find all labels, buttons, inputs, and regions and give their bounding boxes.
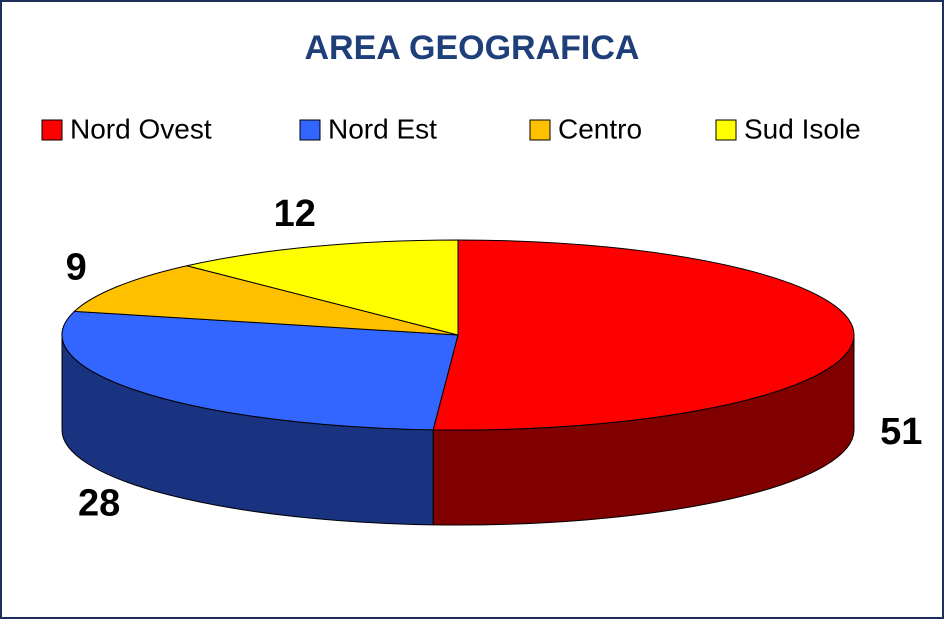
slice xyxy=(73,265,459,336)
value-label: 51 xyxy=(880,411,922,453)
value-label: 12 xyxy=(274,193,316,235)
value-label: 28 xyxy=(78,482,120,524)
legend-label: Centro xyxy=(558,113,642,144)
legend-swatch xyxy=(41,119,63,141)
legend-swatch xyxy=(529,119,551,141)
value-label: 9 xyxy=(66,247,87,289)
slice xyxy=(61,310,459,431)
legend-label: Nord Ovest xyxy=(70,113,212,144)
legend-swatch xyxy=(299,119,321,141)
legend-label: Sud Isole xyxy=(744,113,861,144)
chart-title: AREA GEOGRAFICA xyxy=(305,29,640,67)
slice xyxy=(186,239,459,336)
legend-swatch xyxy=(715,119,737,141)
legend-label: Nord Est xyxy=(328,113,437,144)
slice xyxy=(432,239,855,431)
